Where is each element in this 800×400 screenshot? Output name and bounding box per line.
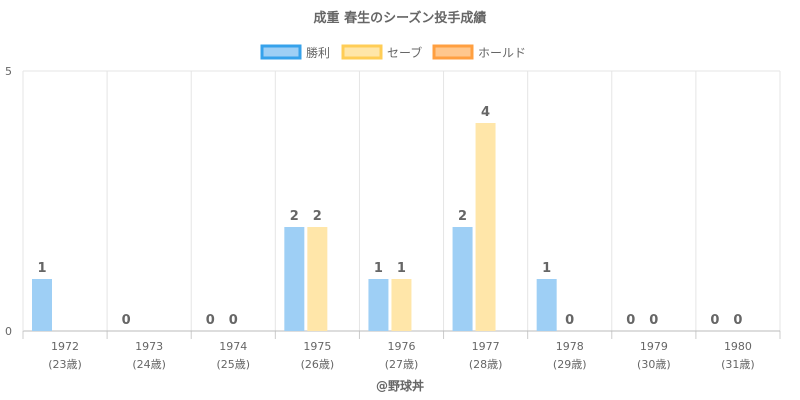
y-axis: 05	[5, 65, 12, 338]
legend-label-2: セーブ	[387, 45, 422, 60]
x-axis: 1972 (23歳) 1973 (24歳) 1974 (25歳) 1975 (26歳) 1976…	[48, 340, 754, 371]
bar-1976-series-2	[391, 279, 412, 331]
x-tick-sublabel: (27歳)	[385, 358, 419, 371]
credit-label: @野球丼	[376, 378, 424, 393]
x-tick-label: 1974	[219, 340, 247, 353]
x-tick-sublabel: (23歳)	[48, 358, 82, 371]
legend-swatch-3	[432, 44, 474, 60]
data-label-1976-series-1: 1	[374, 261, 383, 276]
x-tick-label: 1973	[135, 340, 163, 353]
legend: 勝利 セーブ ホールド	[260, 44, 526, 60]
data-label-1980-series-1: 0	[710, 313, 719, 328]
x-tick-sublabel: (25歳)	[216, 358, 250, 371]
y-tick-label: 5	[5, 65, 12, 78]
data-label-1974-series-2: 0	[229, 313, 238, 328]
x-tick-sublabel: (30歳)	[637, 358, 671, 371]
bar-1977-series-2	[475, 123, 496, 331]
data-label-1976-series-2: 1	[397, 261, 406, 276]
bar-1975-series-1	[284, 227, 305, 331]
data-label-1972-series-1: 1	[37, 261, 46, 276]
x-tick-label: 1980	[724, 340, 752, 353]
x-tick-sublabel: (31歳)	[721, 358, 755, 371]
x-tick-label: 1975	[303, 340, 331, 353]
bar-1976-series-1	[368, 279, 389, 331]
data-label-1977-series-2: 4	[481, 105, 490, 120]
x-tick-label: 1977	[472, 340, 500, 353]
x-tick-sublabel: (28歳)	[469, 358, 503, 371]
x-tick-sublabel: (24歳)	[132, 358, 166, 371]
data-label-1979-series-2: 0	[649, 313, 658, 328]
legend-swatch-2	[341, 44, 383, 60]
data-label-1975-series-1: 2	[290, 209, 299, 224]
data-label-1973-series-1: 0	[122, 313, 131, 328]
data-label-1977-series-1: 2	[458, 209, 467, 224]
data-label-1978-series-1: 1	[542, 261, 551, 276]
legend-label-1: 勝利	[306, 45, 330, 60]
data-label-1980-series-2: 0	[733, 313, 742, 328]
x-tick-sublabel: (26歳)	[301, 358, 335, 371]
data-label-1974-series-1: 0	[206, 313, 215, 328]
legend-label-3: ホールド	[478, 46, 526, 60]
x-tick-label: 1972	[51, 340, 79, 353]
chart-title: 成重 春生のシーズン投手成績	[314, 10, 487, 26]
bars	[32, 123, 557, 331]
bar-1972-series-1	[32, 279, 52, 331]
bar-1978-series-1	[536, 279, 557, 331]
y-tick-label: 0	[5, 325, 12, 338]
x-tick-label: 1978	[556, 340, 584, 353]
legend-swatch-1	[260, 44, 302, 60]
data-label-1979-series-1: 0	[626, 313, 635, 328]
data-label-1975-series-2: 2	[313, 209, 322, 224]
x-tick-label: 1976	[388, 340, 416, 353]
x-tick-label: 1979	[640, 340, 668, 353]
x-tick-sublabel: (29歳)	[553, 358, 587, 371]
bar-1975-series-2	[307, 227, 328, 331]
data-label-1978-series-2: 0	[565, 313, 574, 328]
bar-1977-series-1	[452, 227, 473, 331]
